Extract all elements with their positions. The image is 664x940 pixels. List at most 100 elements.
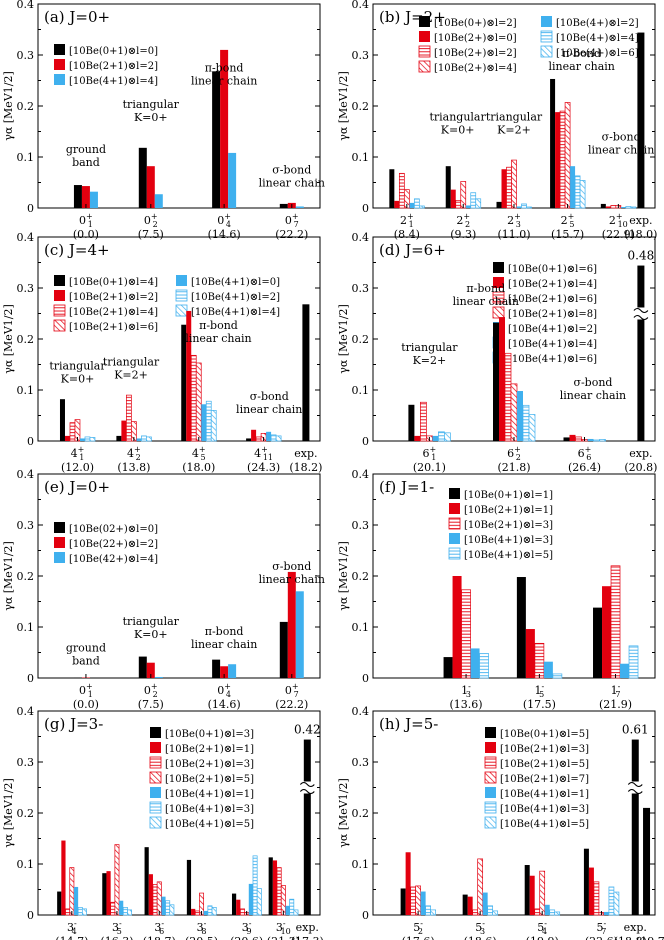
- x-state-label: 0+ 1: [79, 212, 93, 229]
- annotation: K=0+: [61, 373, 95, 386]
- y-tick-label: 0.1: [17, 384, 35, 397]
- panel-b: 00.10.20.30.4γα [MeV1/2](b) J=2+[10Be(0+…: [337, 0, 657, 241]
- legend-swatch: [448, 547, 461, 560]
- bar: [528, 414, 536, 442]
- bar: [279, 203, 288, 208]
- bar: [220, 666, 229, 678]
- bar: [212, 659, 221, 678]
- exp-label: exp.: [296, 921, 319, 934]
- x-state-label: 4+ 2: [127, 445, 141, 462]
- y-axis-label: γα [MeV1/2]: [337, 71, 350, 141]
- legend-label: [10Be(4+1)⊗l=1]: [500, 789, 589, 800]
- annotation: linear chain: [236, 403, 302, 416]
- x-state-label: 0+ 2: [144, 682, 158, 699]
- legend-swatch: [540, 30, 553, 43]
- axis-break-line: [299, 789, 315, 794]
- annotation: π-bond: [562, 47, 601, 60]
- y-axis-label: γα [MeV1/2]: [2, 541, 15, 611]
- bar: [526, 206, 532, 209]
- bar: [81, 908, 87, 916]
- legend-swatch: [150, 787, 161, 798]
- bar: [148, 874, 153, 915]
- annotation: linear chain: [453, 295, 519, 308]
- x-state-label: 3-8: [197, 919, 207, 936]
- annotation: σ-bond: [573, 376, 612, 389]
- x-state-label: 1-5: [534, 682, 544, 699]
- panel-title: (h) J=5-: [379, 715, 438, 733]
- bar: [394, 200, 400, 208]
- bar: [563, 437, 570, 441]
- bar: [415, 885, 421, 916]
- x-state-label: 2+ 3: [507, 212, 521, 229]
- bar: [534, 642, 545, 679]
- y-tick-label: 0.3: [352, 49, 370, 62]
- exp-bar: [631, 739, 639, 915]
- legend-label: [10Be(2+1)⊗l=7]: [500, 774, 589, 785]
- exp-label: exp.: [624, 921, 647, 934]
- x-energy-label: (20.5): [185, 935, 218, 940]
- y-tick-label: 0.1: [352, 621, 370, 634]
- exp-label: exp.: [629, 447, 652, 460]
- y-tick-label: 0: [362, 435, 369, 448]
- x-state-label: 6+ 1: [423, 445, 437, 462]
- panel-g: 0 0.1 0.2 0.3 0.4 γα [MeV1/2] (g) J=3- [10Be(0+…: [2, 705, 324, 940]
- legend-swatch: [54, 537, 65, 548]
- legend-swatch: [54, 44, 65, 55]
- bar: [57, 891, 62, 915]
- bar: [569, 434, 576, 441]
- legend-swatch: [150, 727, 161, 738]
- panel-c: 0 0.1 0.2 0.3 0.4 γα [MeV1/2] (c) J=4+ [10Be(0+…: [2, 231, 322, 474]
- x-energy-label: (9.3): [450, 228, 476, 241]
- annotation: linear chain: [259, 176, 325, 189]
- bar: [73, 677, 82, 678]
- bar: [252, 855, 258, 916]
- bar: [165, 900, 171, 916]
- bar: [295, 591, 304, 678]
- bar: [73, 886, 79, 915]
- x-energy-label: (16.3): [100, 935, 133, 940]
- exp-energy-label: (18.0): [624, 228, 657, 241]
- bar: [432, 435, 439, 441]
- x-energy-label: (22.2): [275, 698, 308, 711]
- annotation: triangular: [123, 98, 180, 111]
- annotation: linear chain: [191, 638, 257, 651]
- exp-bar: [302, 304, 310, 441]
- legend-label: [10Be(4+1)⊗l=2]: [191, 292, 280, 303]
- bar: [270, 434, 277, 442]
- bar: [539, 870, 546, 916]
- exp-bar: [643, 807, 651, 915]
- x-state-label: 2+ 10: [609, 212, 628, 229]
- bar: [516, 206, 522, 208]
- bar: [625, 206, 632, 209]
- legend-label: [10Be(4+1)⊗l=5]: [464, 550, 553, 561]
- legend-swatch: [149, 801, 162, 814]
- panel-title: (c) J=4+: [44, 241, 110, 259]
- bar: [231, 893, 237, 915]
- legend-label: [10Be(2+1)⊗l=3]: [464, 520, 553, 531]
- bar: [146, 166, 155, 208]
- bar: [138, 656, 147, 678]
- y-tick-label: 0.2: [17, 333, 35, 346]
- bar: [461, 589, 471, 679]
- bar: [405, 852, 411, 915]
- bar: [470, 648, 480, 678]
- bar: [579, 180, 586, 209]
- panel-title: (a) J=0+: [44, 8, 110, 26]
- bar: [289, 898, 295, 916]
- x-state-label: 1-7: [611, 682, 621, 699]
- legend-swatch: [54, 552, 65, 563]
- axis-break-line: [633, 315, 649, 320]
- bar: [479, 653, 489, 679]
- annotation: K=0+: [134, 111, 168, 124]
- legend-label: [10Be(0+1)⊗l=6]: [508, 264, 597, 275]
- x-state-label: 0+ 2: [144, 212, 158, 229]
- bar: [628, 645, 639, 679]
- legend-label: [10Be(4+)⊗l=6]: [556, 48, 639, 59]
- bar: [69, 422, 76, 442]
- legend: [10Be(0+1)⊗l=6] [10Be(2+1)⊗l=4] [10Be(2+1)…: [492, 262, 597, 365]
- legend-swatch: [149, 771, 162, 784]
- bar: [59, 399, 65, 441]
- bar: [201, 404, 207, 441]
- x-energy-label: (22.2): [275, 228, 308, 241]
- bar: [210, 410, 217, 442]
